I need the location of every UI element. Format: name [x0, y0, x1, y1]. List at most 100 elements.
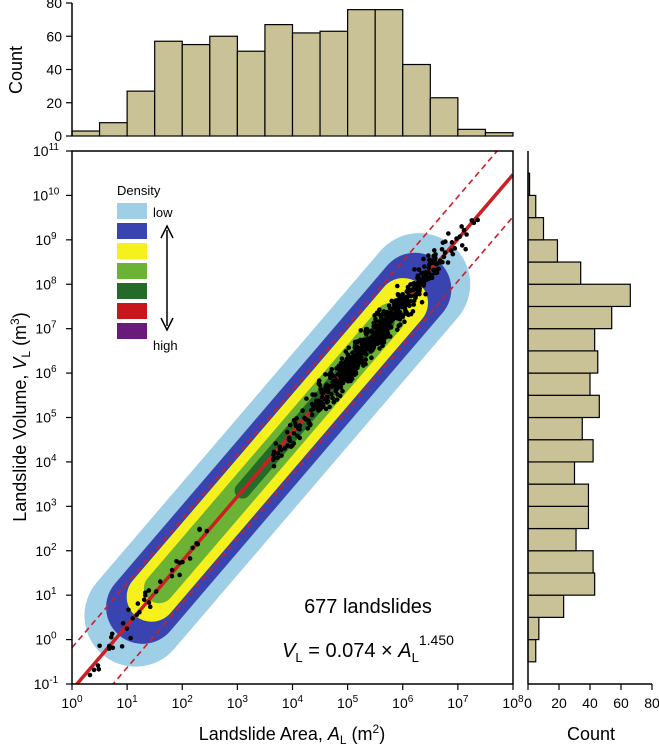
y-tick-label: 103 — [35, 497, 57, 514]
right-histogram-bar — [527, 239, 559, 263]
top-histogram-bar — [126, 90, 156, 137]
scatter-point — [135, 601, 141, 606]
y-tick-label: 105 — [35, 409, 57, 426]
y-tick-label: 102 — [35, 542, 57, 559]
scatter-point — [352, 372, 357, 377]
scatter-point — [358, 351, 364, 357]
top-histogram-bar — [484, 132, 514, 137]
scatter-point — [431, 248, 437, 253]
scatter-point — [459, 224, 464, 229]
top-histogram-bar — [374, 9, 404, 137]
scatter-point — [342, 367, 348, 372]
x-tick-label: 107 — [447, 694, 469, 711]
scatter-point — [317, 406, 323, 412]
top-histogram-y-ticks: 0 20 40 60 80 — [46, 0, 72, 144]
scatter-point — [271, 463, 277, 469]
scatter-point — [365, 336, 370, 342]
scatter-point — [440, 259, 445, 265]
x-tick-label: 103 — [227, 694, 249, 711]
scatter-point — [395, 309, 400, 314]
scatter-point — [406, 299, 411, 305]
legend-low-label: low — [153, 205, 173, 220]
legend-high-label: high — [153, 338, 178, 353]
scatter-point — [363, 326, 369, 332]
scatter-point — [325, 399, 331, 404]
scatter-point — [379, 330, 385, 335]
scatter-point — [469, 218, 475, 223]
scatter-point — [449, 240, 455, 245]
x-tick-label: 106 — [392, 694, 414, 711]
scatter-point — [279, 447, 284, 453]
scatter-point — [128, 635, 133, 641]
scatter-point — [355, 365, 360, 371]
x-tick-label: 104 — [282, 694, 304, 711]
legend-title: Density — [117, 183, 161, 198]
scatter-point — [439, 246, 445, 252]
scatter-point — [146, 588, 152, 593]
scatter-point — [334, 397, 340, 402]
y-tick-label: 106 — [35, 364, 57, 381]
scatter-point — [410, 309, 416, 314]
right-histogram-bar — [527, 283, 631, 308]
scatter-point — [302, 415, 307, 421]
top-histogram-bar — [181, 43, 211, 137]
scatter-point — [177, 560, 182, 565]
right-histogram-bar — [527, 394, 600, 419]
scatter-point — [331, 399, 336, 405]
scatter-point — [290, 443, 295, 448]
scatter-point — [397, 322, 403, 327]
scatter-point — [310, 403, 316, 409]
right-histogram-bar — [527, 483, 590, 507]
scatter-point — [327, 404, 332, 410]
right-histogram-bar — [527, 328, 596, 352]
main-panel: 100 101 102 103 104 105 106 107 108 10-110010110… — [8, 142, 524, 747]
scatter-point — [109, 631, 115, 637]
scatter-point — [436, 266, 441, 272]
top-histogram-y-tick-label: 20 — [46, 95, 62, 111]
scatter-point — [404, 294, 409, 300]
scatter-point — [323, 372, 328, 377]
scatter-point — [339, 356, 345, 361]
scatter-point — [147, 604, 153, 610]
legend-swatch-3 — [117, 263, 147, 279]
scatter-point — [463, 246, 468, 252]
top-histogram-y-tick-label: 0 — [54, 128, 62, 144]
right-histogram-bar — [527, 638, 537, 663]
scatter-point — [318, 386, 323, 392]
right-histogram-bar — [527, 194, 537, 219]
top-histogram-bar — [319, 30, 349, 137]
scatter-point — [412, 267, 417, 272]
scatter-point — [334, 385, 340, 391]
top-histogram-bar — [98, 122, 128, 137]
scatter-point — [126, 607, 131, 613]
scatter-point — [271, 456, 276, 462]
scatter-point — [320, 390, 326, 396]
scatter-point — [403, 308, 408, 314]
scatter-point — [358, 328, 364, 333]
right-histogram-bar — [527, 572, 596, 596]
scatter-point — [330, 380, 335, 385]
top-histogram-bar — [347, 9, 376, 137]
scatter-point — [91, 667, 97, 673]
top-histogram-bar — [402, 63, 431, 137]
right-histogram-bar — [527, 594, 565, 618]
top-histogram-bar — [236, 50, 266, 137]
scatter-point — [320, 404, 326, 409]
scatter-point — [190, 545, 195, 551]
scatter-point — [197, 526, 202, 532]
y-axis-ticks: 10-1 100 101 102 103 104 105 106 107 108 109 1010 10… — [33, 142, 72, 692]
scatter-point — [349, 376, 355, 382]
scatter-point — [358, 338, 364, 344]
y-tick-label: 109 — [35, 231, 57, 248]
scatter-point — [334, 366, 339, 371]
scatter-point — [204, 528, 210, 534]
scatter-point — [440, 240, 446, 245]
scatter-point — [350, 357, 356, 363]
scatter-point — [382, 317, 388, 322]
scatter-point — [376, 324, 381, 329]
scatter-point — [130, 616, 136, 621]
scatter-point — [134, 612, 140, 618]
scatter-point — [87, 672, 93, 678]
scatter-point — [364, 346, 370, 352]
